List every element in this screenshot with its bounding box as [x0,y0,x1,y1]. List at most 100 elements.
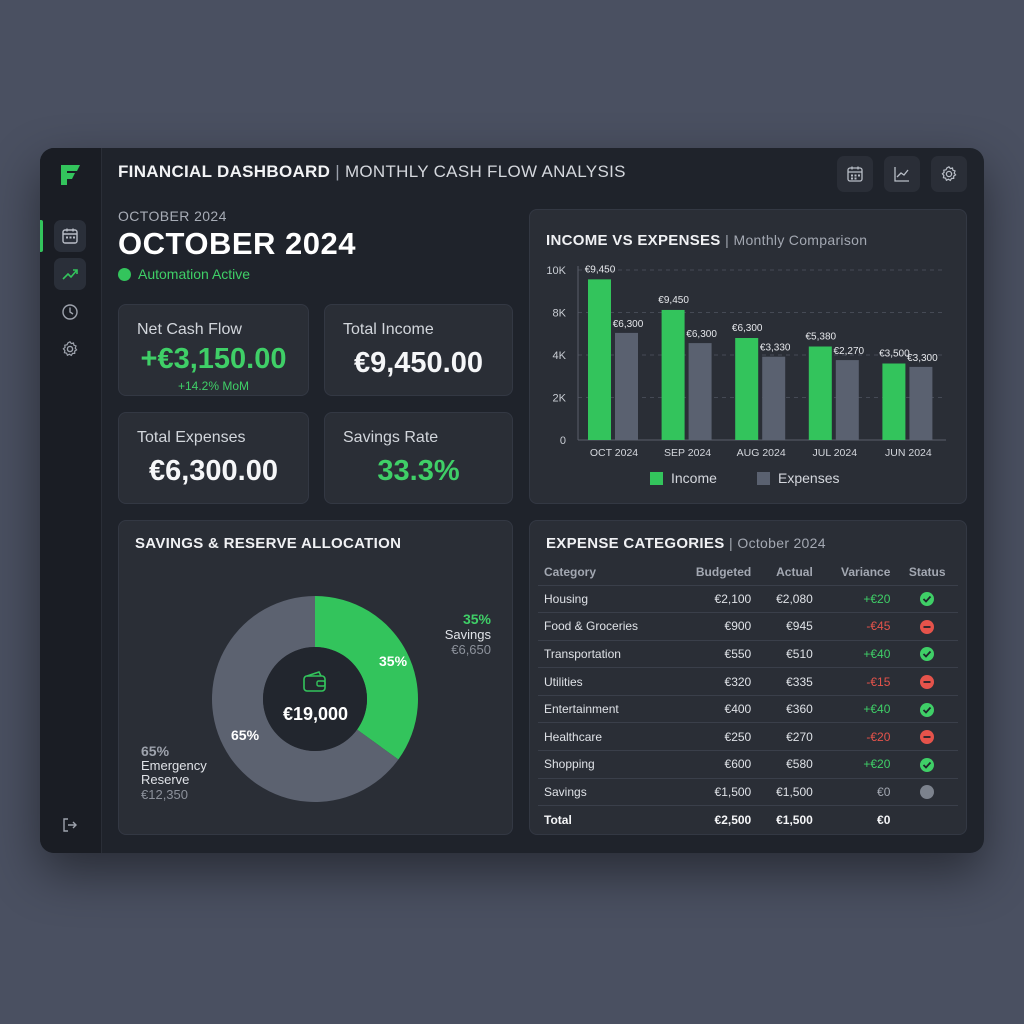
status-cell [896,695,958,724]
calendar-icon [62,228,78,244]
sidebar-item-trends[interactable] [54,258,86,290]
y-tick-label: 0 [560,435,566,447]
reserve-amount: €12,350 [141,787,188,802]
sidebar [40,148,102,853]
donut-slice-savings [315,596,418,760]
wallet-icon [303,671,326,692]
bar-value-label: €6,300 [613,319,644,330]
kpi-label: Net Cash Flow [137,321,242,338]
income-bar [661,309,685,440]
category-cell: Savings [538,778,673,807]
actual-cell: €510 [757,640,819,669]
actual-cell: €335 [757,667,819,696]
income-bar [735,338,759,440]
title-separator: | [335,162,340,181]
minus-circle-icon [920,730,935,745]
income-bar [808,346,832,440]
table-row[interactable]: Entertainment €400 €360 +€40 [538,695,958,724]
total-actual: €1,500 [776,812,813,827]
savings-percent: 35% [462,611,491,627]
actual-cell: €270 [757,722,819,752]
total-budgeted: €2,500 [714,812,752,827]
title-sub: MONTHLY CASH FLOW ANALYSIS [344,162,626,181]
bar-value-label: €6,300 [686,329,717,340]
category-cell: Entertainment [538,695,673,724]
budgeted-cell: €900 [672,612,758,641]
check-circle-icon [920,647,935,662]
budgeted-cell: €250 [672,722,758,752]
neutral-circle-icon [920,785,935,800]
bar-value-label: €3,330 [760,343,791,354]
savings-title: SAVINGS & RESERVE ALLOCATION [135,535,402,552]
minus-circle-icon [920,619,935,634]
check-circle-icon [920,702,935,717]
status-cell [896,722,958,752]
top-calendar-button[interactable] [837,156,873,192]
reserve-legend: 65% Emergency Reserve €12,350 [141,743,207,802]
top-settings-button[interactable] [931,156,967,192]
y-tick-label: 2K [553,393,567,405]
logout-button[interactable] [54,809,86,841]
savings-amount: €6,650 [451,642,491,657]
expenses-bar [909,366,933,440]
column-header[interactable]: Status [896,559,958,586]
column-header[interactable]: Variance [818,559,897,586]
savings-allocation-panel: SAVINGS & RESERVE ALLOCATION 35% Savings… [118,520,513,835]
total-variance: €0 [877,812,891,827]
savings-legend: 35% Savings €6,650 [391,611,491,657]
reserve-percent: 65% [141,743,170,759]
variance-cell: +€20 [818,585,897,614]
logo-f-icon [61,165,80,185]
check-circle-icon [920,757,935,772]
x-tick-label: JUL 2024 [813,447,858,459]
panel-title: EXPENSE CATEGORIES | October 2024 [546,535,826,552]
status-cell [896,667,958,696]
donut-center-value: €19,000 [282,704,349,724]
sidebar-item-settings[interactable] [54,333,86,365]
chart-title: INCOME VS EXPENSES [546,232,721,249]
status-dot [118,267,131,281]
kpi-label: Total Expenses [137,429,246,446]
expenses-bar [835,360,859,440]
table-row[interactable]: Healthcare €250 €270 -€20 [538,722,958,752]
column-header[interactable]: Category [538,559,673,586]
expenses-bar [688,343,712,440]
table-row[interactable]: Transportation €550 €510 +€40 [538,640,958,669]
column-header[interactable]: Actual [757,559,819,586]
category-cell: Healthcare [538,722,673,752]
legend-label: Expenses [778,470,840,486]
table-row[interactable]: Shopping €600 €580 +€20 [538,750,958,779]
bar-value-label: €3,500 [879,349,910,360]
title-separator: | [728,535,733,551]
sidebar-item-calendar[interactable] [54,220,86,252]
bar-value-label: €9,450 [658,295,689,306]
expenses-bar [762,356,786,440]
expenses-title: EXPENSE CATEGORIES [546,535,725,552]
variance-cell: -€20 [818,722,897,752]
expenses-bar [615,332,638,440]
variance-cell: +€20 [818,750,897,779]
table-header-row: Category Budgeted Actual Variance Status [538,559,958,586]
expense-table: Category Budgeted Actual Variance Status… [538,559,958,833]
category-cell: Food & Groceries [538,612,673,641]
trend-icon [894,167,909,182]
table-row[interactable]: Utilities €320 €335 -€15 [538,667,958,696]
savings-name: Savings [444,627,491,642]
clock-icon [62,304,78,320]
y-tick-label: 4K [553,350,567,362]
sidebar-item-history[interactable] [54,296,86,328]
status-cell [896,612,958,641]
category-cell: Utilities [538,667,673,696]
table-row[interactable]: Savings €1,500 €1,500 €0 [538,778,958,807]
variance-cell: -€45 [818,612,897,641]
title-main: FINANCIAL DASHBOARD [118,162,331,181]
income-bar [882,363,906,440]
table-row[interactable]: Food & Groceries €900 €945 -€45 [538,612,958,641]
top-trend-button[interactable] [884,156,920,192]
table-row[interactable]: Housing €2,100 €2,080 +€20 [538,585,958,614]
budgeted-cell: €1,500 [672,778,758,807]
kpi-change: +14.2% MoM [177,379,250,393]
actual-cell: €360 [757,695,819,724]
kpi-savings-rate: Savings Rate 33.3% [324,412,513,504]
column-header[interactable]: Budgeted [672,559,758,586]
